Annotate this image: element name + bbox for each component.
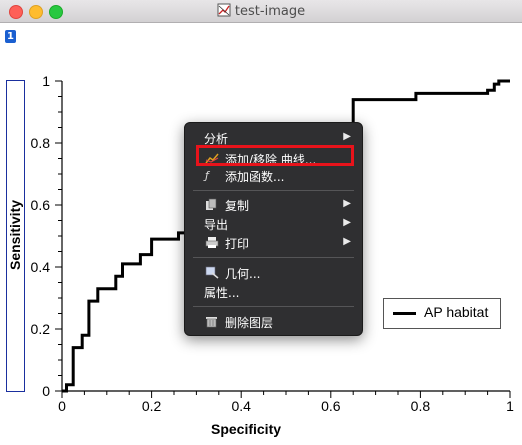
x-axis-title: Specificity: [210, 421, 282, 437]
submenu-arrow-icon: ▶: [343, 198, 351, 209]
menu-separator: [193, 306, 354, 307]
menu-item-label: 属性...: [204, 286, 240, 300]
menu-item-geometry[interactable]: 几何...: [185, 263, 362, 282]
legend[interactable]: AP habitat: [383, 298, 501, 329]
menu-item-delete-layer[interactable]: 删除图层: [185, 312, 362, 331]
geometry-icon: [205, 266, 219, 279]
legend-series-label: AP habitat: [424, 304, 489, 320]
y-tick-label: 0.2: [31, 321, 51, 337]
context-menu: 分析 ▶ 添加/移除 曲线... ƒ 添加函数... 复制 ▶ 导出 ▶ 打印 …: [184, 122, 363, 336]
menu-item-export[interactable]: 导出 ▶: [185, 214, 362, 233]
y-axis-title: Sensitivity: [7, 199, 23, 271]
menu-item-label: 复制: [225, 199, 250, 213]
layer-index-badge[interactable]: 1: [5, 30, 16, 43]
menu-item-add-function[interactable]: ƒ 添加函数...: [185, 166, 362, 185]
trash-icon: [205, 315, 219, 328]
x-tick-label: 0.8: [411, 398, 431, 414]
x-tick-label: 1: [506, 398, 514, 414]
menu-item-label: 导出: [204, 218, 229, 232]
menu-item-label: 分析: [204, 132, 229, 146]
close-window-button[interactable]: [9, 5, 23, 19]
y-tick-label: 0: [42, 383, 50, 399]
menu-item-label: 几何...: [225, 267, 261, 281]
menu-item-label: 打印: [225, 237, 250, 251]
roc-curve-line: [62, 79, 510, 393]
menu-item-analysis[interactable]: 分析 ▶: [185, 128, 362, 147]
menu-item-copy[interactable]: 复制 ▶: [185, 195, 362, 214]
y-tick-label: 0.6: [31, 197, 51, 213]
window-title-text: test-image: [234, 4, 306, 19]
x-tick-label: 0.2: [142, 398, 162, 414]
window-titlebar: test-image: [0, 0, 522, 23]
copy-icon: [205, 198, 219, 211]
submenu-arrow-icon: ▶: [343, 131, 351, 142]
menu-separator: [193, 257, 354, 258]
window-title: test-image: [0, 3, 522, 19]
x-tick-label: 0: [58, 398, 66, 414]
minimize-window-button[interactable]: [29, 5, 43, 19]
y-tick-label: 0.8: [31, 135, 51, 151]
menu-separator: [193, 190, 354, 191]
x-tick-label: 0.6: [321, 398, 341, 414]
function-icon: ƒ: [205, 169, 209, 182]
menu-item-properties[interactable]: 属性...: [185, 282, 362, 301]
legend-line-swatch: [393, 312, 416, 315]
printer-icon: [205, 236, 219, 249]
document-icon: [217, 3, 231, 17]
x-tick-label: 0.4: [231, 398, 251, 414]
menu-item-label: 删除图层: [225, 316, 274, 330]
y-tick-label: 0.4: [31, 259, 51, 275]
y-tick-label: 1: [42, 73, 50, 89]
y-axis-label-selection-box[interactable]: [6, 80, 25, 392]
submenu-arrow-icon: ▶: [343, 217, 351, 228]
highlight-annotation-box: [196, 145, 354, 166]
menu-item-print[interactable]: 打印 ▶: [185, 233, 362, 252]
zoom-window-button[interactable]: [49, 5, 63, 19]
menu-item-label: 添加函数...: [225, 170, 285, 184]
submenu-arrow-icon: ▶: [343, 236, 351, 247]
